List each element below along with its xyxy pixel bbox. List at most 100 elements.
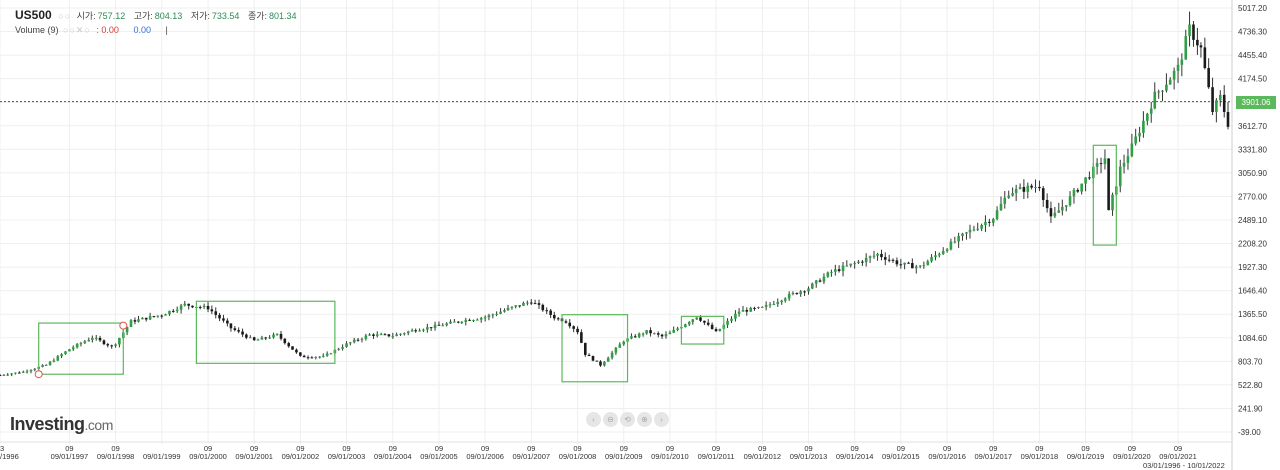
candle-down — [880, 253, 883, 258]
candle-up — [695, 317, 699, 320]
candle-up — [984, 221, 987, 226]
y-tick-label: 4736.30 — [1238, 28, 1267, 37]
candle-down — [1107, 158, 1110, 211]
candle-down — [556, 318, 560, 320]
y-tick-label: -39.00 — [1238, 428, 1261, 437]
candle-down — [891, 259, 895, 261]
candle-down — [237, 330, 240, 332]
candle-up — [179, 305, 183, 310]
candle-down — [383, 334, 387, 336]
candle-up — [1153, 91, 1157, 109]
x-tick-top-label: 03 — [0, 444, 4, 453]
candle-up — [834, 269, 837, 272]
volume-settings-icon[interactable]: ○○✕○ — [63, 25, 91, 35]
candle-up — [872, 255, 876, 257]
candle-down — [372, 334, 375, 336]
candle-up — [630, 336, 633, 339]
x-tick-label: 09/01/2012 — [744, 452, 782, 461]
candle-up — [853, 263, 856, 265]
candle-up — [1011, 193, 1014, 196]
candle-up — [807, 288, 810, 292]
candle-down — [583, 342, 587, 355]
candle-up — [52, 360, 56, 362]
candle-up — [352, 339, 356, 343]
candle-up — [691, 319, 695, 323]
candle-up — [737, 311, 741, 314]
volume-label: Volume (9) — [15, 25, 59, 35]
x-tick-top-label: 09 — [342, 444, 350, 453]
candle-up — [991, 218, 995, 223]
candle-down — [1045, 199, 1049, 209]
highlight-box — [1092, 144, 1117, 246]
candle-up — [876, 253, 879, 256]
candle-up — [491, 314, 495, 316]
candle-down — [549, 310, 552, 315]
arrow-left-icon[interactable]: ‹ — [586, 412, 601, 427]
candle-up — [764, 304, 768, 307]
candle-up — [403, 333, 406, 335]
candle-up — [791, 292, 795, 294]
candle-up — [734, 313, 737, 319]
x-tick-label: 09/01/2013 — [790, 452, 828, 461]
candle-up — [164, 314, 167, 316]
zoom-out-icon[interactable]: ⊖ — [603, 412, 618, 427]
candle-down — [152, 316, 156, 318]
candle-up — [202, 305, 206, 308]
candle-up — [1084, 177, 1087, 184]
low-label: 저가: — [190, 11, 210, 21]
candle-up — [441, 325, 445, 327]
legend-settings-icon[interactable]: ○○ — [58, 11, 72, 21]
candle-up — [1142, 120, 1145, 133]
candle-up — [776, 302, 780, 305]
candle-up — [841, 265, 845, 272]
x-tick-top-label: 09 — [1174, 444, 1182, 453]
x-tick-top-label: 09 — [111, 444, 119, 453]
candle-up — [953, 241, 957, 243]
candle-down — [1211, 87, 1214, 113]
current-price-badge: 3901.06 — [1236, 96, 1276, 109]
x-tick-label: 09/01/2011 — [698, 452, 735, 461]
candle-up — [79, 343, 83, 345]
candle-up — [499, 311, 502, 314]
x-tick-label: 09/01/2016 — [928, 452, 966, 461]
candle-down — [710, 324, 714, 330]
candle-up — [364, 335, 368, 339]
candle-up — [1165, 84, 1168, 91]
candle-down — [356, 339, 360, 341]
x-tick-label: 09/01/2021 — [1159, 452, 1197, 461]
y-tick-label: 4455.40 — [1238, 51, 1267, 60]
candle-up — [1053, 212, 1057, 217]
close-label: 종가: — [247, 11, 267, 21]
candle-up — [48, 361, 52, 365]
candle-down — [102, 340, 106, 345]
x-tick-top-label: 09 — [527, 444, 535, 453]
candle-up — [1215, 100, 1218, 113]
candle-down — [753, 307, 756, 309]
candle-down — [818, 280, 822, 282]
candle-up — [1130, 143, 1134, 157]
y-tick-label: 1365.50 — [1238, 310, 1267, 319]
candle-up — [968, 229, 972, 233]
zoom-in-icon[interactable]: ⊕ — [637, 412, 652, 427]
candle-up — [360, 338, 364, 340]
candle-up — [976, 228, 980, 230]
reset-icon[interactable]: ⟲ — [620, 412, 635, 427]
candle-down — [241, 331, 244, 335]
candle-up — [94, 337, 98, 339]
y-tick-label: 522.80 — [1238, 381, 1263, 390]
candle-down — [1076, 189, 1080, 192]
candle-down — [171, 310, 175, 312]
candle-up — [772, 304, 776, 306]
candle-up — [949, 241, 953, 250]
candle-up — [730, 318, 733, 321]
arrow-right-icon[interactable]: › — [654, 412, 669, 427]
x-tick-label: 09/01/2007 — [513, 452, 551, 461]
candle-down — [529, 302, 533, 304]
candle-down — [580, 332, 583, 343]
candle-down — [310, 357, 314, 359]
candle-up — [1018, 187, 1022, 189]
candle-up — [1111, 194, 1114, 211]
x-tick-label: 09/01/2004 — [374, 452, 412, 461]
